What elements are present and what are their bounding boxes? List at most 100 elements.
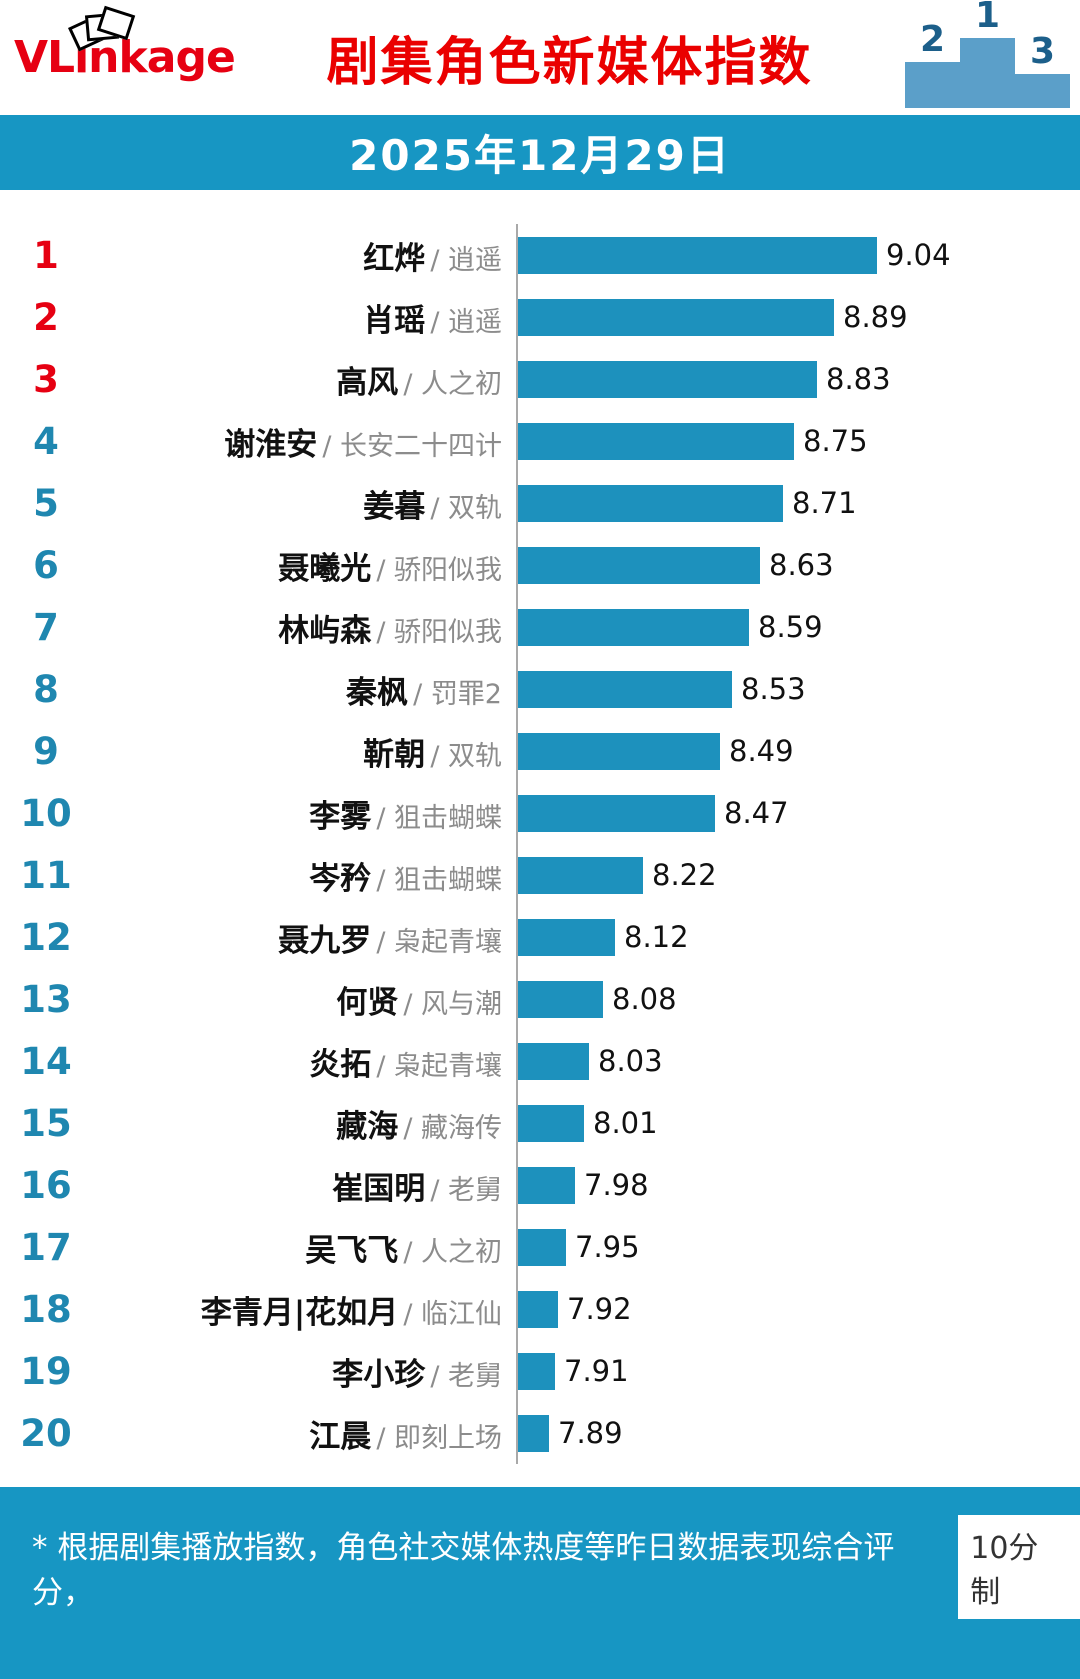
character-name: 林屿森 (278, 612, 372, 649)
label-separator: / (376, 926, 394, 958)
row-label: 肖瑶 / 逍遥 (92, 295, 516, 340)
logo-text: VLinkage (14, 31, 236, 83)
drama-name: 枭起青壤 (394, 926, 502, 958)
drama-name: 即刻上场 (394, 1422, 502, 1454)
index-bar (518, 1166, 575, 1204)
drama-name: 双轨 (448, 740, 502, 772)
row-label: 李小珍 / 老舅 (92, 1349, 516, 1394)
ranking-row: 4 谢淮安 / 长安二十四计 8.75 (0, 410, 1080, 472)
row-label: 聂曦光 / 骄阳似我 (92, 543, 516, 588)
header: VLinkage 剧集角色新媒体指数 2 1 3 (0, 0, 1080, 115)
row-label: 靳朝 / 双轨 (92, 729, 516, 774)
character-name: 秦枫 (346, 674, 409, 711)
bar-area: 7.95 (516, 1216, 1080, 1278)
character-name: 聂九罗 (278, 922, 372, 959)
ranking-row: 13 何贤 / 风与潮 8.08 (0, 968, 1080, 1030)
bar-area: 8.75 (516, 410, 1080, 472)
ranking-row: 6 聂曦光 / 骄阳似我 8.63 (0, 534, 1080, 596)
label-separator: / (430, 1174, 448, 1206)
bar-area: 8.59 (516, 596, 1080, 658)
label-separator: / (403, 1112, 421, 1144)
character-name: 岑矜 (309, 860, 372, 897)
row-label: 李青月|花如月 / 临江仙 (92, 1287, 516, 1332)
character-name: 何贤 (336, 984, 399, 1021)
row-label: 崔国明 / 老舅 (92, 1163, 516, 1208)
drama-name: 老舅 (448, 1360, 502, 1392)
ranking-row: 8 秦枫 / 罚罪2 8.53 (0, 658, 1080, 720)
bar-area: 8.71 (516, 472, 1080, 534)
index-value: 7.95 (575, 1230, 640, 1264)
ranking-row: 12 聂九罗 / 枭起青壤 8.12 (0, 906, 1080, 968)
rank-number: 13 (20, 977, 72, 1021)
label-separator: / (376, 802, 394, 834)
label-separator: / (430, 492, 448, 524)
rank-number: 9 (33, 729, 59, 773)
drama-name: 罚罪2 (430, 678, 502, 710)
index-value: 8.53 (741, 672, 806, 706)
rank-number: 1 (33, 233, 59, 277)
index-value: 8.83 (826, 362, 891, 396)
rank-number: 3 (33, 357, 59, 401)
ranking-row: 5 姜暮 / 双轨 8.71 (0, 472, 1080, 534)
bar-area: 8.83 (516, 348, 1080, 410)
row-label: 红烨 / 逍遥 (92, 233, 516, 278)
drama-name: 骄阳似我 (394, 616, 502, 648)
drama-name: 老舅 (448, 1174, 502, 1206)
row-label: 吴飞飞 / 人之初 (92, 1225, 516, 1270)
index-bar (518, 608, 749, 646)
drama-name: 风与潮 (421, 988, 502, 1020)
character-name: 吴飞飞 (305, 1232, 399, 1269)
footer-note-banner: * 根据剧集播放指数，角色社交媒体热度等昨日数据表现综合评分， 10分制 (0, 1487, 1080, 1679)
ranking-row: 2 肖瑶 / 逍遥 8.89 (0, 286, 1080, 348)
rank-number: 19 (20, 1349, 72, 1393)
character-name: 藏海 (336, 1108, 399, 1145)
drama-name: 人之初 (421, 368, 502, 400)
character-name: 高风 (336, 364, 399, 401)
row-label: 秦枫 / 罚罪2 (92, 667, 516, 712)
ranking-row: 10 李雾 / 狙击蝴蝶 8.47 (0, 782, 1080, 844)
podium-label-3: 3 (1029, 30, 1056, 72)
drama-name: 临江仙 (421, 1298, 502, 1330)
ranking-row: 7 林屿森 / 骄阳似我 8.59 (0, 596, 1080, 658)
bar-area: 9.04 (516, 224, 1080, 286)
character-name: 靳朝 (363, 736, 426, 773)
drama-name: 双轨 (448, 492, 502, 524)
ranking-row: 16 崔国明 / 老舅 7.98 (0, 1154, 1080, 1216)
podium-icon: 2 1 3 (895, 0, 1080, 108)
character-name: 炎拓 (309, 1046, 372, 1083)
bar-area: 8.63 (516, 534, 1080, 596)
index-value: 8.12 (624, 920, 689, 954)
ranking-row: 3 高风 / 人之初 8.83 (0, 348, 1080, 410)
index-bar (518, 1042, 589, 1080)
index-bar (518, 298, 834, 336)
index-value: 7.89 (558, 1416, 623, 1450)
label-separator: / (376, 616, 394, 648)
row-label: 何贤 / 风与潮 (92, 977, 516, 1022)
index-value: 8.63 (769, 548, 834, 582)
ranking-row: 15 藏海 / 藏海传 8.01 (0, 1092, 1080, 1154)
label-separator: / (430, 740, 448, 772)
ranking-row: 19 李小珍 / 老舅 7.91 (0, 1340, 1080, 1402)
row-label: 高风 / 人之初 (92, 357, 516, 402)
bar-area: 7.89 (516, 1402, 1080, 1464)
rank-number: 11 (20, 853, 72, 897)
index-bar (518, 1228, 566, 1266)
bar-area: 8.08 (516, 968, 1080, 1030)
row-label: 林屿森 / 骄阳似我 (92, 605, 516, 650)
label-separator: / (376, 1050, 394, 1082)
podium-label-2: 2 (919, 18, 946, 60)
row-label: 江晨 / 即刻上场 (92, 1411, 516, 1456)
row-label: 李雾 / 狙击蝴蝶 (92, 791, 516, 836)
character-name: 崔国明 (332, 1170, 426, 1207)
rank-number: 16 (20, 1163, 72, 1207)
row-label: 岑矜 / 狙击蝴蝶 (92, 853, 516, 898)
character-name: 李雾 (309, 798, 372, 835)
label-separator: / (376, 864, 394, 896)
index-bar (518, 856, 643, 894)
rank-number: 14 (20, 1039, 72, 1083)
drama-name: 逍遥 (448, 244, 502, 276)
index-value: 7.92 (567, 1292, 632, 1326)
scale-label-box: 10分制 (958, 1515, 1080, 1619)
label-separator: / (322, 430, 340, 462)
bar-area: 8.49 (516, 720, 1080, 782)
